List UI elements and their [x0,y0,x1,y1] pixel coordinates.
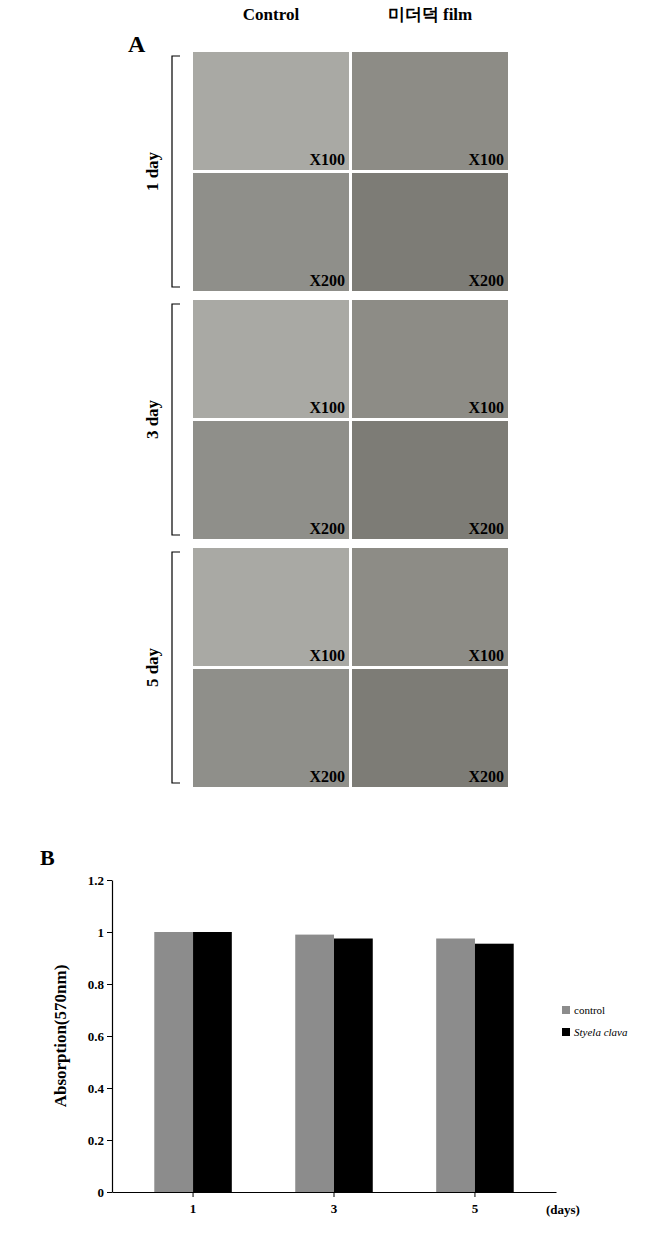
tick: 0 [98,1185,113,1200]
bracket [172,552,180,783]
micrograph [352,421,508,539]
tick: 5 [472,1192,479,1216]
tick-mark [334,1192,335,1197]
magnification-label: X100 [309,399,345,416]
y-axis: 0 0.2 0.4 0.6 0.8 1 1.2 [88,873,113,1200]
figure: A Control 미더덕 film 1 day X100 X100 X200 X200 3 d… [0,0,665,1247]
micrograph [352,52,508,170]
tick-label: 3 [331,1201,338,1216]
tick-mark [107,1036,112,1037]
micrograph [352,548,508,666]
legend-swatch [562,1006,570,1014]
axis-line [112,881,113,1193]
y-axis-title: Absorption(570nm) [51,965,70,1108]
tick: 0.8 [88,977,112,992]
tick: 0.6 [88,1029,112,1044]
legend-label: control [574,1004,605,1016]
tick-label: 0.4 [88,1081,105,1096]
bars [154,932,513,1192]
tick-label: 1.2 [88,873,104,888]
magnification-label: X200 [309,768,345,785]
legend-swatch [562,1028,570,1036]
x-axis-title: (days) [546,1202,580,1217]
bracket [172,56,180,287]
legend-item: control [562,1004,605,1016]
micrograph [193,173,349,291]
tick-label: 0 [98,1185,105,1200]
tick-mark [193,1192,194,1197]
tick: 1.2 [88,873,112,888]
x-axis: 1 3 5 [113,1192,557,1216]
column-header: 미더덕 film [388,5,473,24]
bar [436,939,475,1193]
magnification-label: X100 [468,399,504,416]
micrograph [193,669,349,787]
panel-label: A [128,31,146,57]
tick-label: 1 [190,1201,197,1216]
tick-mark [107,880,112,881]
micrograph [352,669,508,787]
tick-mark [107,1140,112,1141]
micrograph [352,173,508,291]
magnification-label: X200 [309,520,345,537]
bar [154,932,193,1192]
tick: 3 [331,1192,338,1216]
tick-label: 0.2 [88,1133,104,1148]
micrograph [193,421,349,539]
row-label: 5 day [143,647,162,687]
bar [475,944,514,1192]
magnification-label: X100 [468,151,504,168]
tick: 0.4 [88,1081,112,1096]
magnification-label: X100 [309,647,345,664]
tick-mark [474,1192,475,1197]
tick-label: 5 [472,1201,479,1216]
bar [295,935,334,1192]
panel-label: B [40,845,55,870]
row-label: 1 day [143,151,162,191]
bar [334,939,373,1193]
micrograph [193,52,349,170]
magnification-label: X200 [309,272,345,289]
row-label: 3 day [143,399,162,439]
tick-mark [107,1088,112,1089]
micrograph [352,300,508,418]
magnification-label: X200 [468,272,504,289]
tick-mark [107,984,112,985]
magnification-label: X200 [468,768,504,785]
micrograph [193,548,349,666]
legend: control Styela clava [562,1004,628,1038]
bracket [172,304,180,535]
magnification-label: X100 [468,647,504,664]
tick: 0.2 [88,1133,112,1148]
bar [193,932,232,1192]
tick: 1 [190,1192,197,1216]
tick: 1 [98,925,113,940]
tick-label: 0.8 [88,977,105,992]
magnification-label: X100 [309,151,345,168]
column-header: Control [243,5,300,24]
magnification-label: X200 [468,520,504,537]
tick-mark [107,932,112,933]
tick-label: 1 [98,925,105,940]
micrograph [193,300,349,418]
legend-item: Styela clava [562,1026,628,1038]
tick-label: 0.6 [88,1029,105,1044]
legend-label: Styela clava [574,1026,628,1038]
tick-mark [107,1192,112,1193]
